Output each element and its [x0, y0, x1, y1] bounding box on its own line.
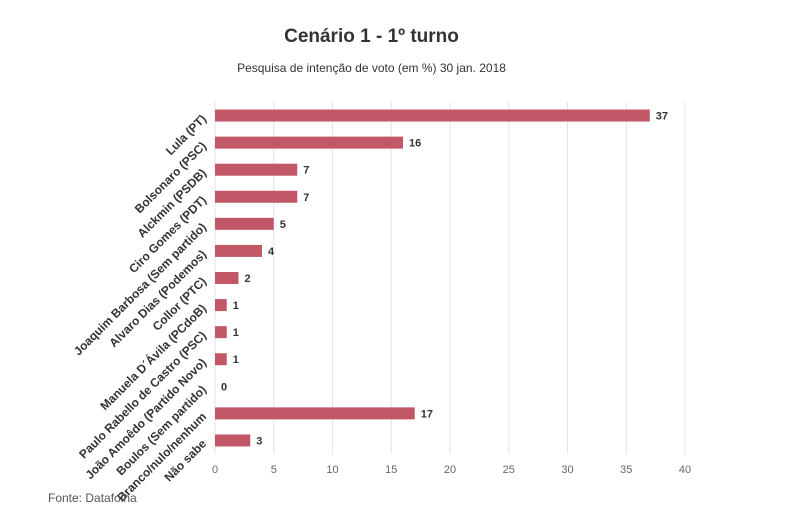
- value-label: 1: [233, 327, 239, 339]
- value-label: 7: [303, 192, 309, 204]
- value-labels: 37 16 7 7 5 4 2 1 1 1 0 17 3: [221, 111, 668, 448]
- x-tick-label: 5: [271, 464, 277, 476]
- value-label: 37: [656, 111, 668, 123]
- chart-title: Cenário 1 - 1º turno: [284, 26, 459, 47]
- x-tick-labels: 0 5 10 15 20 25 30 35 40: [212, 464, 691, 476]
- x-tick-label: 35: [620, 464, 632, 476]
- bar: [215, 434, 251, 447]
- chart-subtitle: Pesquisa de intenção de voto (em %) 30 j…: [237, 61, 506, 75]
- bar: [215, 109, 650, 122]
- value-label: 3: [256, 435, 262, 447]
- value-label: 2: [245, 273, 251, 285]
- bar: [215, 353, 227, 366]
- value-label: 7: [303, 165, 309, 177]
- x-tick-label: 30: [561, 464, 573, 476]
- value-label: 16: [409, 138, 421, 150]
- bar: [215, 272, 239, 284]
- bar: [215, 407, 415, 420]
- bar: [215, 136, 403, 149]
- bar: [215, 190, 298, 203]
- value-label: 0: [221, 381, 227, 393]
- bars: [215, 109, 650, 447]
- category-labels: Lula (PT)Bolsonaro (PSC)Alckmin (PSDB)Ci…: [71, 112, 209, 505]
- x-tick-label: 10: [326, 464, 338, 476]
- bar: [215, 244, 262, 257]
- value-label: 1: [233, 300, 239, 312]
- value-label: 17: [421, 408, 433, 420]
- x-tick-label: 40: [679, 464, 691, 476]
- value-label: 1: [233, 354, 239, 366]
- bar: [215, 163, 298, 176]
- bar: [215, 217, 274, 230]
- gridlines: [214, 102, 686, 454]
- bar: [215, 326, 227, 339]
- x-tick-label: 15: [385, 464, 397, 476]
- x-tick-label: 0: [212, 464, 218, 476]
- value-label: 4: [268, 246, 275, 258]
- x-tick-label: 20: [444, 464, 456, 476]
- bar: [215, 299, 227, 312]
- x-tick-label: 25: [503, 464, 515, 476]
- value-label: 5: [280, 219, 286, 231]
- source-note: Fonte: Datafolha: [48, 491, 137, 505]
